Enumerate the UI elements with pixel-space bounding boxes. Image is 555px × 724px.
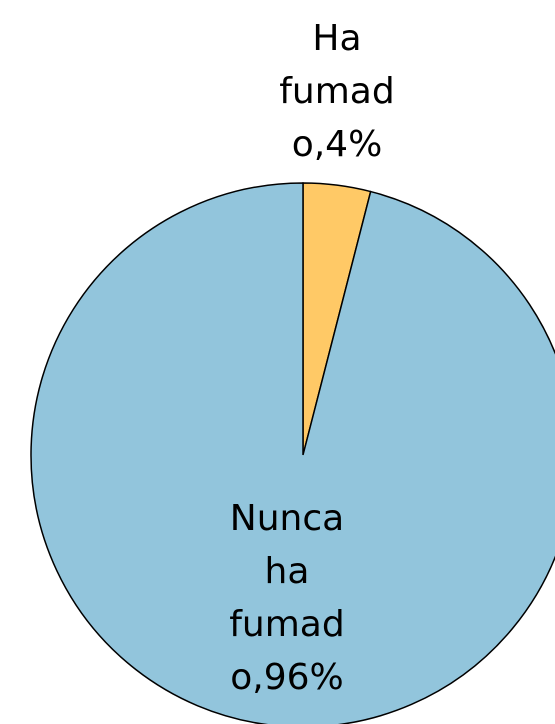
pie-slice [30, 182, 555, 724]
slice-label: Ha fumad o,4% [279, 18, 394, 165]
slice-label: Nunca ha fumad o,96% [229, 498, 344, 698]
